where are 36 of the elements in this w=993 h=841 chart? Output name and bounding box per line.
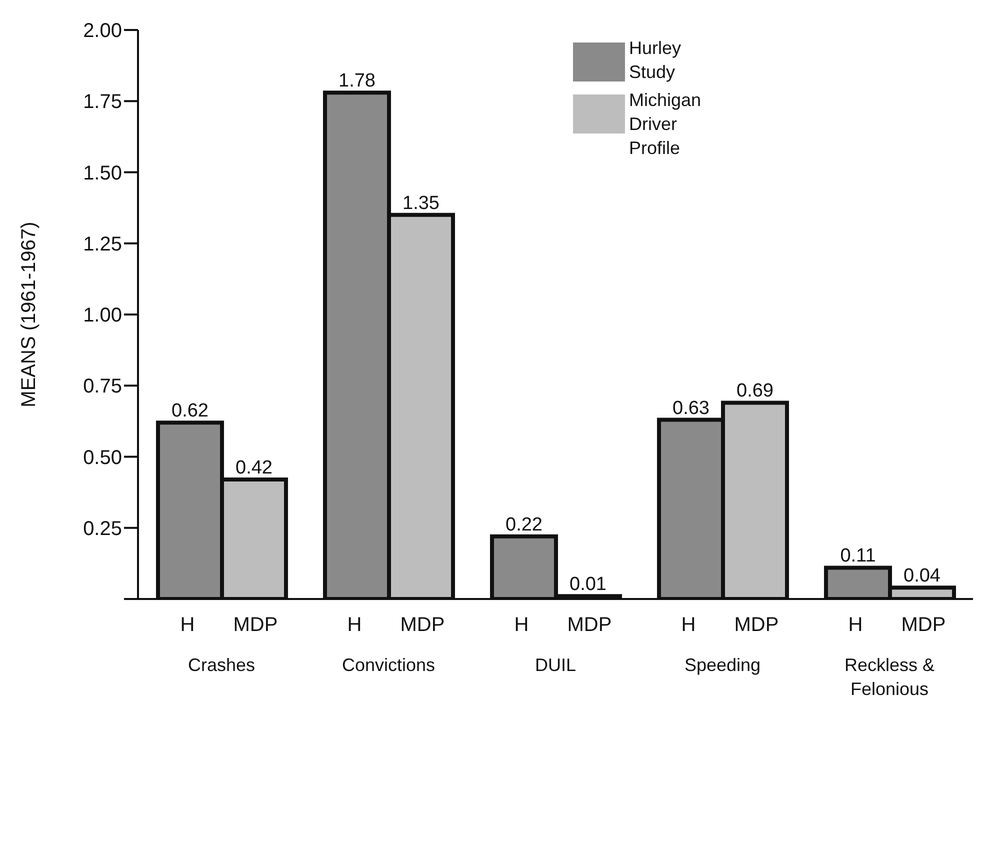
data-label: 0.42 (236, 458, 272, 479)
text: H (681, 614, 696, 636)
text: H (514, 614, 529, 636)
text: MDP (901, 614, 946, 636)
text: H (848, 614, 863, 636)
y-axis-title: MEANS (1961-1967) (18, 222, 40, 408)
y-tick-label: 0.50 (83, 446, 122, 469)
x-tick-label: Convictions (342, 655, 436, 675)
y-tick-label: 1.75 (83, 91, 122, 114)
x-tick-label: Crashes (188, 655, 256, 675)
data-label: 0.69 (736, 380, 774, 402)
text: H (180, 614, 195, 636)
text: H (347, 614, 362, 636)
data-label: 0.01 (570, 574, 606, 596)
text: MDP (233, 614, 278, 636)
data-label: 0.62 (172, 400, 208, 422)
y-tick-label: 1.50 (83, 162, 122, 184)
y-tick-label: 1.00 (83, 304, 122, 327)
data-label: 0.22 (506, 514, 542, 536)
legend-label: Michigan Driver Profile (629, 89, 702, 160)
data-label: 0.63 (672, 398, 710, 419)
y-tick-label: 0.75 (83, 376, 122, 398)
text: MDP (400, 614, 445, 636)
x-tick-label: Speeding (684, 655, 761, 675)
text: MDP (734, 614, 779, 636)
legend-label: Hurley Study (629, 37, 682, 84)
y-tick-label: 2.00 (83, 20, 122, 42)
x-tick-label: DUIL (534, 655, 576, 675)
text: MDP (567, 614, 612, 636)
y-tick-label: 1.25 (83, 233, 122, 256)
data-label: 1.35 (402, 192, 440, 214)
x-tick-label: Reckless & Felonious (844, 655, 935, 699)
data-label: 0.11 (840, 546, 876, 567)
data-label: 1.78 (338, 70, 376, 92)
y-tick-label: 0.25 (83, 518, 122, 540)
data-label: 0.04 (904, 566, 941, 587)
